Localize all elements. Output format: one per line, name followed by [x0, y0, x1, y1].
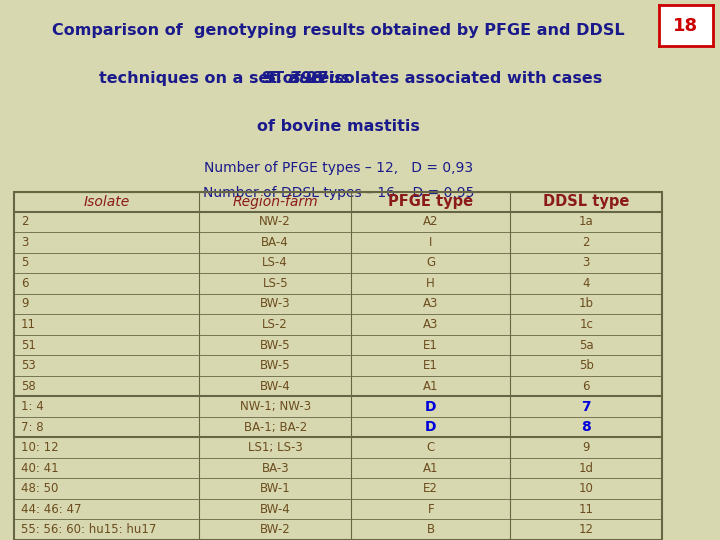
Text: 1c: 1c: [580, 318, 593, 331]
Text: 4: 4: [582, 277, 590, 290]
Text: 2: 2: [21, 215, 28, 228]
Text: ST 398 isolates associated with cases: ST 398 isolates associated with cases: [256, 71, 602, 86]
Text: LS1; LS-3: LS1; LS-3: [248, 441, 302, 454]
Text: B: B: [427, 523, 435, 536]
Text: BA-3: BA-3: [261, 462, 289, 475]
Text: 44: 46: 47: 44: 46: 47: [21, 503, 81, 516]
Text: BW-5: BW-5: [260, 359, 291, 372]
Text: 3: 3: [21, 236, 28, 249]
Text: 10: 12: 10: 12: [21, 441, 58, 454]
Text: 12: 12: [579, 523, 594, 536]
Text: E1: E1: [423, 339, 438, 352]
Text: 11: 11: [579, 503, 594, 516]
Text: E2: E2: [423, 482, 438, 495]
Text: H: H: [426, 277, 435, 290]
Text: 6: 6: [582, 380, 590, 393]
Text: E1: E1: [423, 359, 438, 372]
Text: BW-3: BW-3: [260, 298, 291, 310]
Text: D: D: [425, 420, 436, 434]
Text: 1d: 1d: [579, 462, 594, 475]
Text: A1: A1: [423, 380, 438, 393]
Text: 58: 58: [21, 380, 35, 393]
Text: 40: 41: 40: 41: [21, 462, 58, 475]
Text: 9: 9: [582, 441, 590, 454]
Text: 55: 56: 60: hu15: hu17: 55: 56: 60: hu15: hu17: [21, 523, 156, 536]
Text: BW-5: BW-5: [260, 339, 291, 352]
Text: I: I: [429, 236, 433, 249]
Text: 3: 3: [582, 256, 590, 269]
Text: 48: 50: 48: 50: [21, 482, 58, 495]
Text: 1a: 1a: [579, 215, 593, 228]
Text: 5b: 5b: [579, 359, 594, 372]
Text: 11: 11: [21, 318, 36, 331]
Text: 9: 9: [21, 298, 28, 310]
Text: BW-4: BW-4: [260, 503, 291, 516]
Text: BW-4: BW-4: [260, 380, 291, 393]
Text: A1: A1: [423, 462, 438, 475]
Text: 2: 2: [582, 236, 590, 249]
Text: 18: 18: [673, 17, 698, 35]
Text: 7: 8: 7: 8: [21, 421, 43, 434]
Text: BW-1: BW-1: [260, 482, 291, 495]
Text: 5a: 5a: [579, 339, 593, 352]
Text: NW-1; NW-3: NW-1; NW-3: [240, 400, 311, 413]
Text: DDSL type: DDSL type: [543, 194, 629, 209]
Text: Region-farm: Region-farm: [233, 194, 318, 208]
Text: techniques on a set of 27 S. aureus ST 398 isolates associated with cases: techniques on a set of 27 S. aureus ST 3…: [5, 71, 672, 86]
Text: LS-5: LS-5: [262, 277, 288, 290]
Text: Number of PFGE types – 12,   D = 0,93: Number of PFGE types – 12, D = 0,93: [204, 161, 473, 175]
Text: NW-2: NW-2: [259, 215, 291, 228]
Text: A2: A2: [423, 215, 438, 228]
Text: 8: 8: [581, 420, 591, 434]
Text: of bovine mastitis: of bovine mastitis: [257, 119, 420, 134]
Text: C: C: [427, 441, 435, 454]
Text: Isolate: Isolate: [84, 194, 130, 208]
Text: 53: 53: [21, 359, 35, 372]
Text: Number of DDSL types – 16,   D = 0,95: Number of DDSL types – 16, D = 0,95: [203, 186, 474, 200]
Text: S. aureus: S. aureus: [265, 71, 350, 86]
Text: A3: A3: [423, 298, 438, 310]
Text: BA-1; BA-2: BA-1; BA-2: [243, 421, 307, 434]
Text: BA-4: BA-4: [261, 236, 289, 249]
Text: 6: 6: [21, 277, 28, 290]
Text: 51: 51: [21, 339, 36, 352]
Text: techniques on a set of 27: techniques on a set of 27: [99, 71, 334, 86]
Text: 1: 4: 1: 4: [21, 400, 44, 413]
Text: 7: 7: [582, 400, 591, 414]
Text: 1b: 1b: [579, 298, 594, 310]
Text: A3: A3: [423, 318, 438, 331]
Text: 10: 10: [579, 482, 594, 495]
Text: PFGE type: PFGE type: [388, 194, 473, 209]
Text: LS-2: LS-2: [262, 318, 288, 331]
Text: F: F: [428, 503, 434, 516]
Text: Comparison of  genotyping results obtained by PFGE and DDSL: Comparison of genotyping results obtaine…: [52, 23, 625, 38]
Text: BW-2: BW-2: [260, 523, 291, 536]
Text: G: G: [426, 256, 436, 269]
Text: D: D: [425, 400, 436, 414]
Text: 5: 5: [21, 256, 28, 269]
Text: LS-4: LS-4: [262, 256, 288, 269]
